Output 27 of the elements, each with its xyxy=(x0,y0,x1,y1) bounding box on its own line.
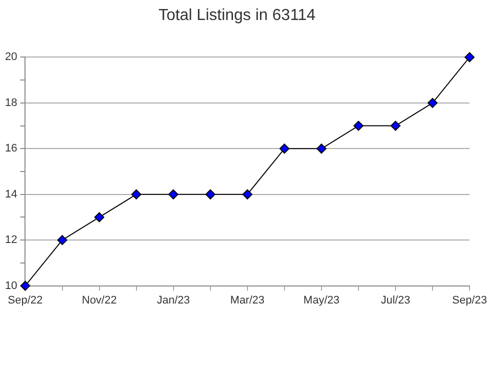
x-tick-label: Mar/23 xyxy=(230,294,265,306)
point xyxy=(279,144,290,154)
point xyxy=(168,189,178,200)
point xyxy=(131,189,142,200)
point xyxy=(242,189,252,200)
point xyxy=(390,120,401,131)
x-tick-label: Jul/23 xyxy=(380,294,410,306)
point xyxy=(464,52,475,62)
point xyxy=(353,120,364,131)
point xyxy=(428,98,438,108)
point xyxy=(205,189,216,200)
chart-title: Total Listings in 63114 xyxy=(158,7,316,24)
point xyxy=(94,212,104,222)
x-tick-label: Jan/23 xyxy=(156,294,190,306)
y-tick-label: 12 xyxy=(4,234,18,246)
x-tick-label: Sep/23 xyxy=(452,294,488,306)
y-tick-label: 14 xyxy=(4,188,18,200)
x-tick-label: Sep/22 xyxy=(8,294,43,306)
point xyxy=(316,144,326,154)
x-tick-label: Nov/22 xyxy=(82,294,117,306)
y-tick-label: 16 xyxy=(4,142,18,155)
x-tick-label: May/23 xyxy=(303,294,340,306)
y-tick-label: 10 xyxy=(4,280,18,292)
y-tick-label: 18 xyxy=(4,96,18,109)
point xyxy=(57,235,68,246)
y-tick-label: 20 xyxy=(4,51,18,64)
point xyxy=(20,280,30,291)
